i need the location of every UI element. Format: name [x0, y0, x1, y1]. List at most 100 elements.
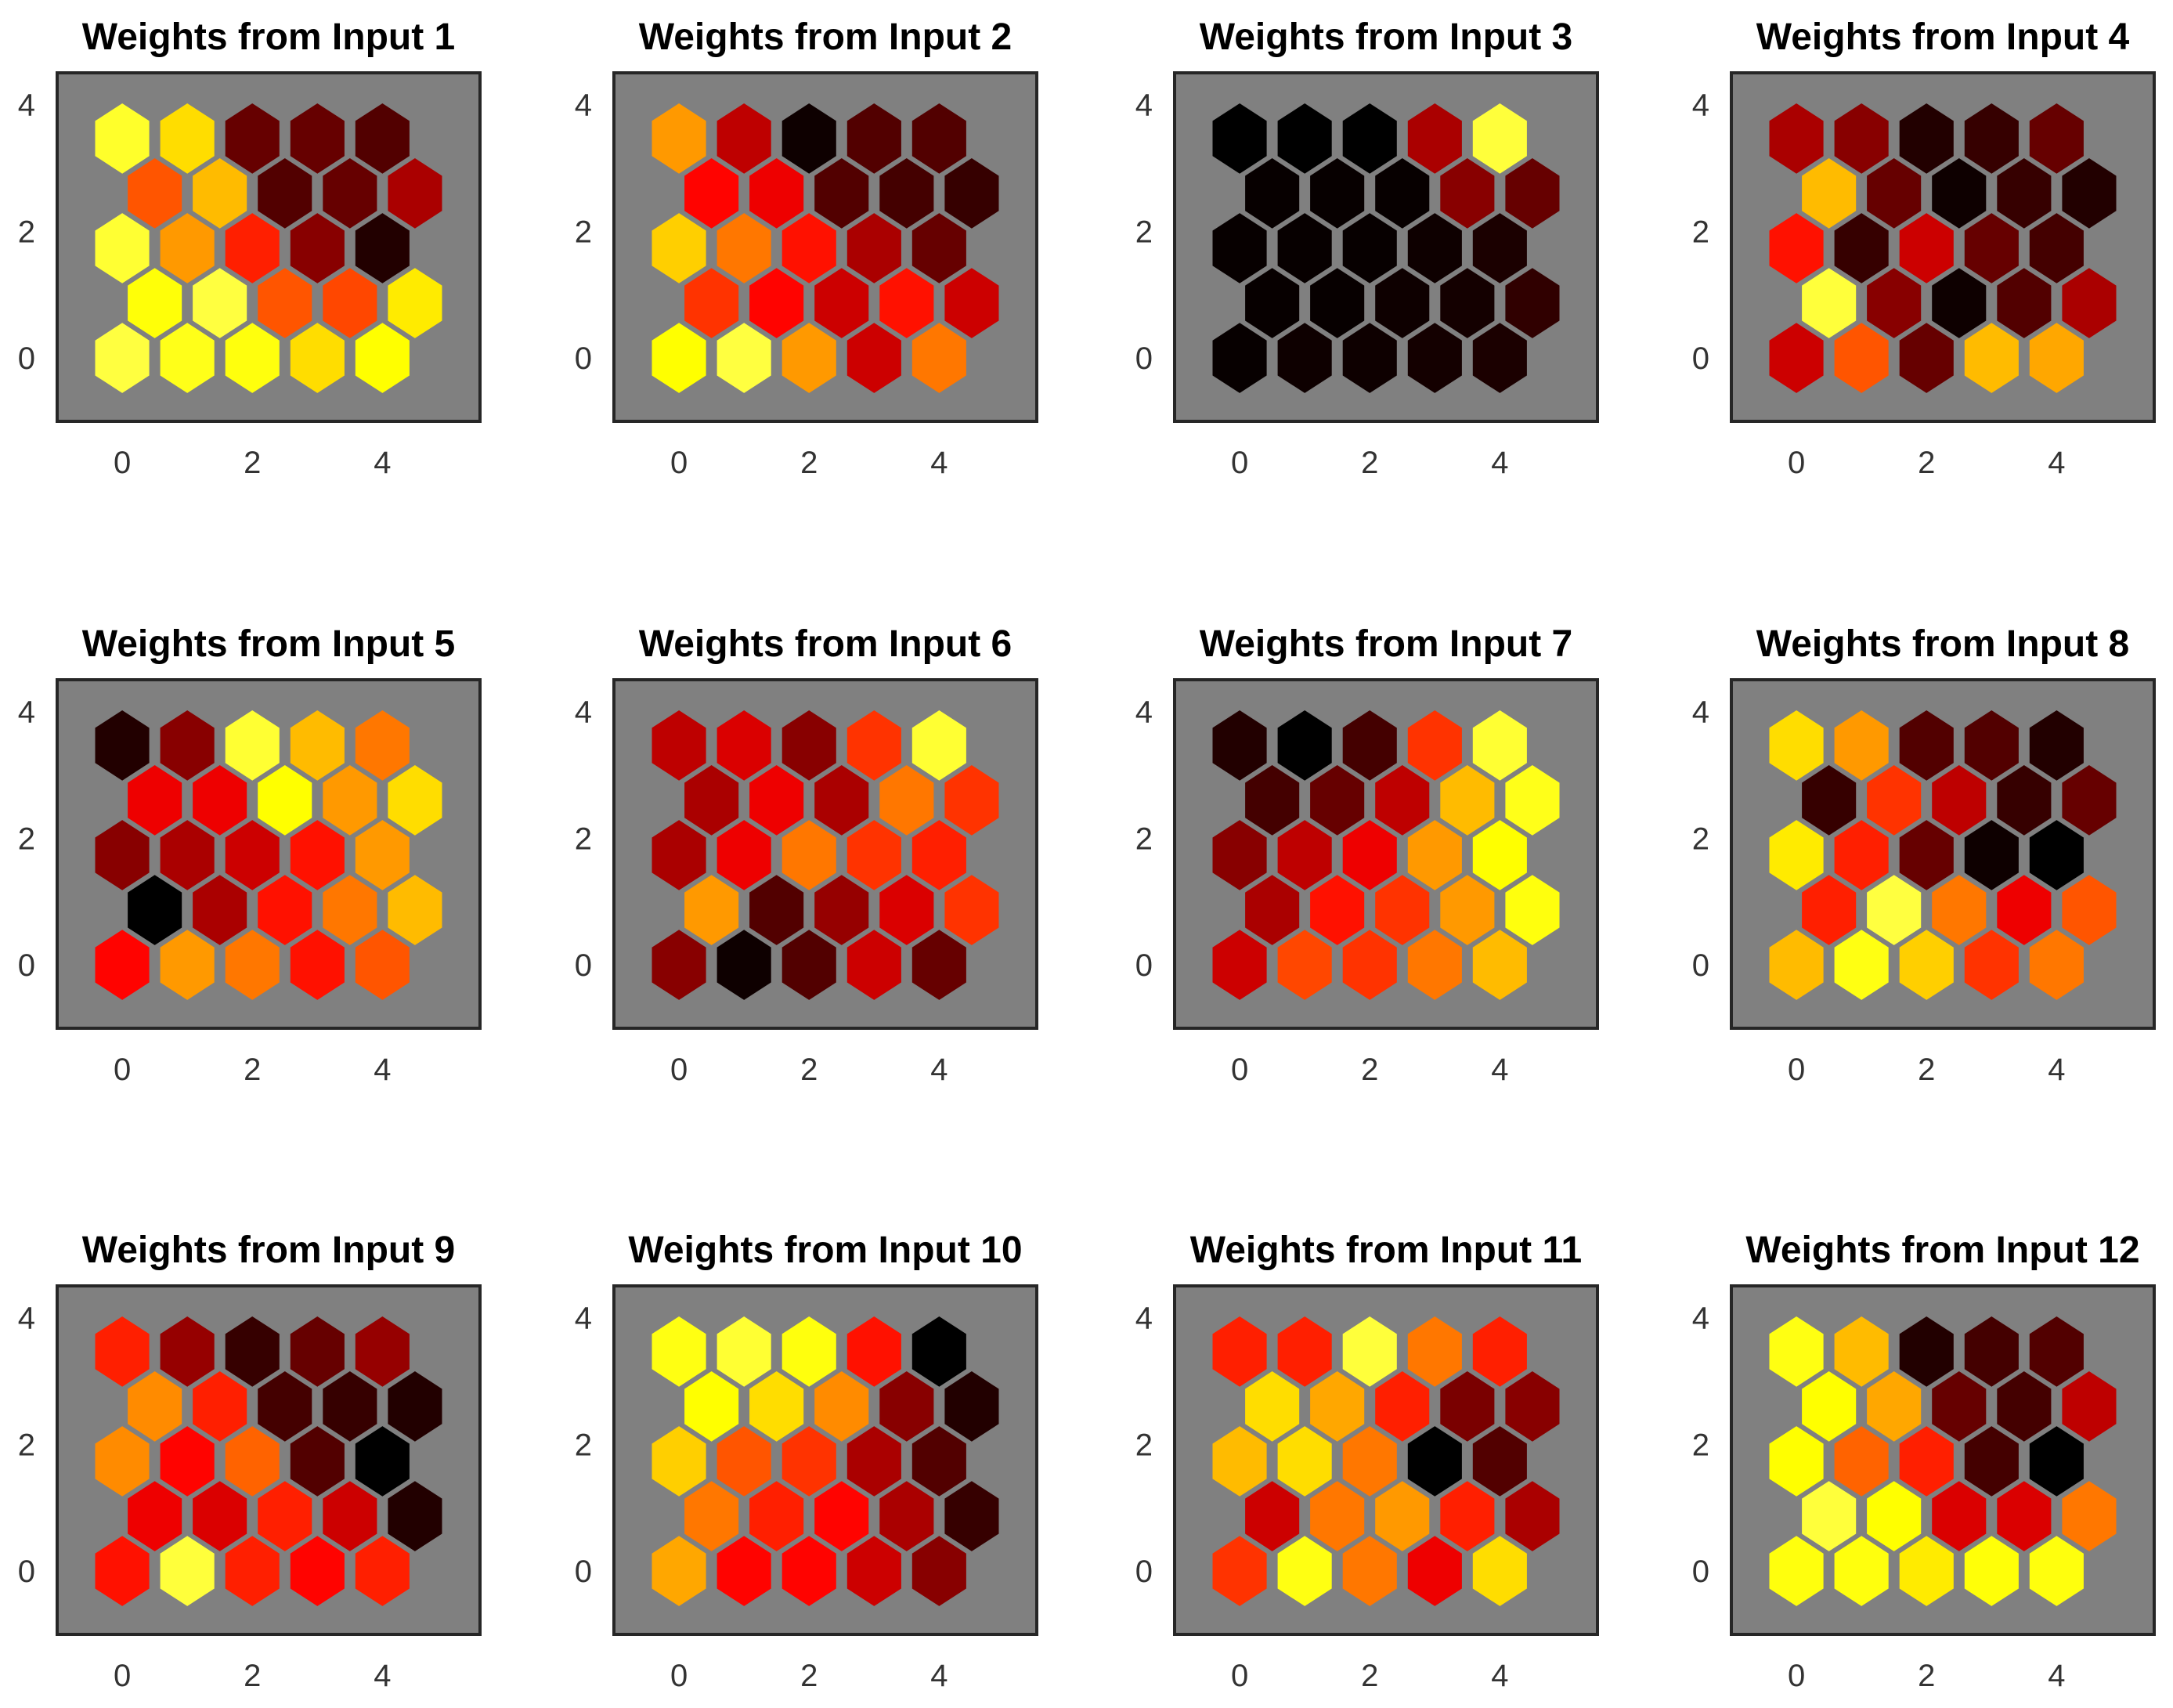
neuron-cell [2029, 1426, 2084, 1497]
x-tick-label: 0 [1788, 1659, 1805, 1693]
neuron-cell [1505, 1481, 1560, 1551]
neuron-cell [717, 323, 771, 393]
y-tick-label: 4 [575, 695, 592, 729]
chart-panel-9: Weights from Input 9 0 2 4 0 2 4 [18, 1230, 482, 1693]
neuron-cell [258, 765, 312, 836]
neuron-cell [1310, 1371, 1365, 1442]
y-tick-label: 4 [575, 88, 592, 122]
neuron-cell [879, 268, 934, 338]
neuron-cell [225, 1426, 280, 1497]
neuron-cell [717, 1316, 771, 1387]
neuron-cell [652, 1426, 706, 1497]
neuron-cell [846, 930, 901, 1000]
neuron-cell [225, 930, 280, 1000]
y-tick-label: 2 [1692, 1428, 1709, 1462]
neuron-cell [1932, 268, 1987, 338]
neuron-cell [1212, 1536, 1267, 1606]
neuron-cell [1472, 1316, 1527, 1387]
neuron-cell [1867, 158, 1922, 229]
x-tick-label: 2 [1361, 446, 1378, 480]
neuron-cell [225, 213, 280, 283]
neuron-cell [684, 158, 739, 229]
neuron-cell [1802, 1481, 1857, 1551]
neuron-cell [1964, 103, 2019, 174]
neuron-cell [879, 1371, 934, 1442]
neuron-cell [1899, 1536, 1954, 1606]
panel-title: Weights from Input 7 [1200, 623, 1572, 665]
neuron-cell [355, 323, 410, 393]
neuron-cell [1375, 1371, 1430, 1442]
neuron-cell [717, 103, 771, 174]
neuron-cell [193, 875, 247, 945]
neuron-cell [258, 1481, 312, 1551]
neuron-cell [225, 323, 280, 393]
x-tick-label: 4 [2048, 1053, 2065, 1087]
neuron-cell [814, 158, 869, 229]
neuron-cell [1472, 1536, 1527, 1606]
neuron-cell [1769, 213, 1824, 283]
neuron-cell [1899, 323, 1954, 393]
neuron-cell [911, 1426, 966, 1497]
y-tick-label: 0 [18, 1555, 35, 1589]
panel-title: Weights from Input 12 [1745, 1230, 2139, 1271]
neuron-cell [717, 930, 771, 1000]
x-tick-label: 2 [244, 1053, 261, 1087]
neuron-cell [1899, 820, 1954, 890]
neuron-cell [1899, 1316, 1954, 1387]
neuron-cell [684, 1481, 739, 1551]
neuron-cell [2062, 268, 2117, 338]
neuron-cell [290, 103, 345, 174]
neuron-cell [290, 1316, 345, 1387]
neuron-cell [1834, 1536, 1889, 1606]
neuron-cell [128, 875, 182, 945]
y-tick-label: 4 [1135, 695, 1153, 729]
neuron-cell [1407, 323, 1462, 393]
y-tick-label: 4 [1135, 88, 1153, 122]
x-tick-label: 0 [670, 446, 688, 480]
y-tick-label: 2 [1135, 215, 1153, 249]
panel-title: Weights from Input 10 [628, 1230, 1022, 1271]
neuron-cell [1472, 323, 1527, 393]
y-tick-label: 4 [1692, 1301, 1709, 1335]
neuron-cell [1212, 1426, 1267, 1497]
neuron-cell [1964, 820, 2019, 890]
neuron-cell [781, 1536, 836, 1606]
neuron-cell [1310, 875, 1365, 945]
neuron-cell [193, 1481, 247, 1551]
chart-panel-3: Weights from Input 3 0 2 4 0 2 4 [1135, 16, 1599, 480]
x-tick-label: 4 [1491, 446, 1508, 480]
neuron-cell [846, 710, 901, 781]
neuron-cell [814, 875, 869, 945]
neuron-cell [652, 930, 706, 1000]
neuron-cell [128, 765, 182, 836]
neuron-cell [911, 213, 966, 283]
neuron-cell [1932, 875, 1987, 945]
chart-panel-11: Weights from Input 11 0 2 4 0 2 4 [1135, 1230, 1599, 1693]
neuron-cell [1964, 1426, 2019, 1497]
neuron-cell [846, 1316, 901, 1387]
neuron-cell [1212, 213, 1267, 283]
neuron-cell [1342, 103, 1397, 174]
neuron-cell [1997, 158, 2052, 229]
neuron-cell [781, 213, 836, 283]
neuron-cell [1342, 710, 1397, 781]
neuron-cell [1932, 765, 1987, 836]
y-tick-label: 0 [1692, 948, 1709, 983]
y-tick-label: 0 [18, 341, 35, 376]
x-tick-label: 0 [1231, 1053, 1248, 1087]
x-tick-label: 0 [670, 1659, 688, 1693]
neuron-cell [1342, 1536, 1397, 1606]
neuron-cell [1802, 765, 1857, 836]
y-tick-label: 0 [1135, 948, 1153, 983]
neuron-cell [652, 1536, 706, 1606]
neuron-cell [95, 820, 150, 890]
neuron-cell [1245, 1371, 1300, 1442]
neuron-cell [355, 103, 410, 174]
neuron-cell [258, 1371, 312, 1442]
neuron-cell [388, 158, 442, 229]
x-tick-label: 4 [374, 1659, 391, 1693]
neuron-cell [2029, 820, 2084, 890]
chart-panel-6: Weights from Input 6 0 2 4 0 2 4 [575, 623, 1038, 1087]
neuron-cell [1505, 268, 1560, 338]
neuron-cell [1277, 1426, 1332, 1497]
